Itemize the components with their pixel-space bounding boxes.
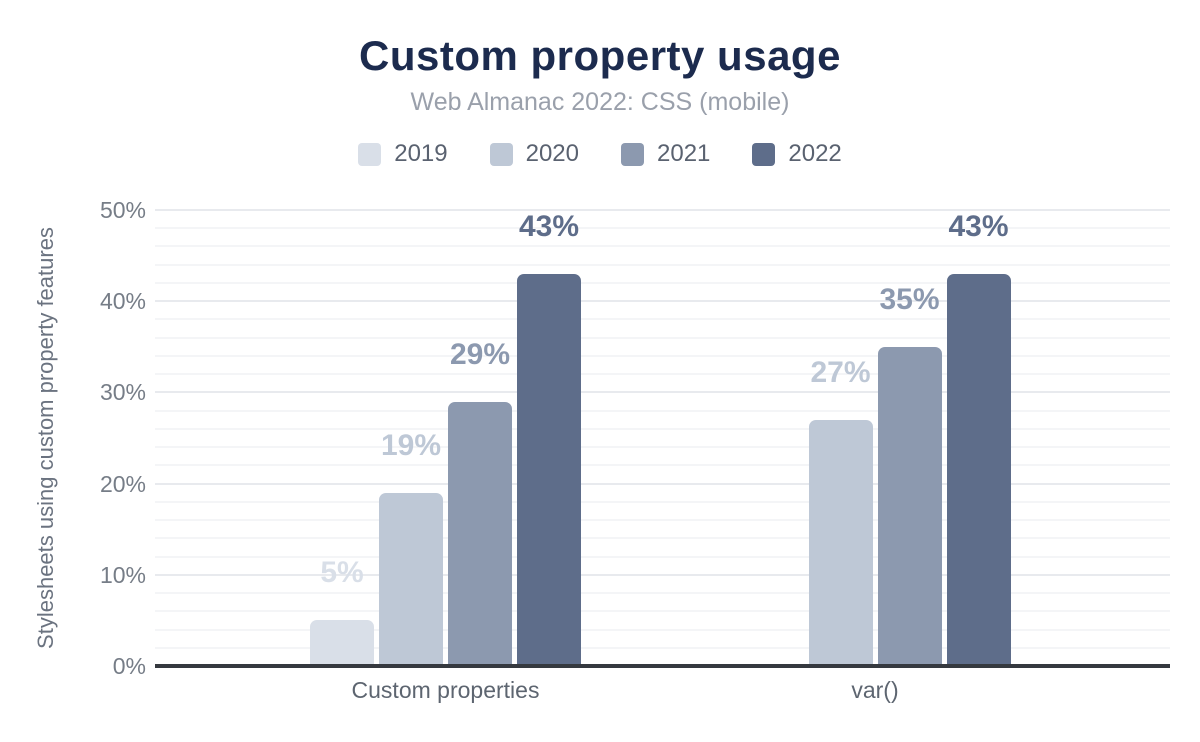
minor-gridline	[155, 227, 1170, 230]
minor-gridline	[155, 610, 1170, 613]
legend: 2019 2020 2021 2022	[0, 140, 1200, 168]
minor-gridline	[155, 336, 1170, 339]
bar-group-var: 27% 35% 43%	[740, 210, 1011, 666]
y-tick-label-0: 0%	[112, 653, 146, 679]
y-tick-label-50: 50%	[99, 197, 146, 223]
bar-value-label: 43%	[948, 209, 1009, 243]
legend-swatch	[752, 142, 776, 166]
minor-gridline	[155, 281, 1170, 284]
plot-area: 5% 19% 29% 43% 27% 35% 43%	[155, 209, 1170, 668]
bar-value-label: 35%	[879, 282, 940, 316]
bar-value-label: 43%	[518, 209, 580, 243]
bar-2022-var[interactable]	[946, 273, 1011, 666]
bar-2021-var[interactable]	[877, 346, 942, 666]
minor-gridline	[155, 446, 1170, 449]
legend-swatch	[489, 142, 513, 166]
minor-gridline	[155, 628, 1170, 631]
minor-gridline	[155, 500, 1170, 503]
y-tick-label-40: 40%	[99, 288, 146, 315]
bar-slot-2022: 43%	[517, 210, 581, 666]
legend-item-2020[interactable]: 2020	[489, 140, 579, 168]
y-tick-label-20: 20%	[99, 470, 146, 497]
minor-gridline	[155, 537, 1170, 540]
major-gridline	[155, 300, 1170, 303]
bar-2022-custom-properties[interactable]	[517, 273, 581, 666]
legend-item-2019[interactable]: 2019	[358, 140, 448, 168]
minor-gridline	[155, 318, 1170, 321]
legend-item-2022[interactable]: 2022	[752, 140, 842, 168]
minor-gridline	[155, 592, 1170, 595]
bar-slot-2019: 5%	[310, 556, 374, 666]
chart-subtitle: Web Almanac 2022: CSS (mobile)	[410, 88, 790, 116]
minor-gridline	[155, 245, 1170, 248]
bar-group-custom-properties: 5% 19% 29% 43%	[310, 210, 581, 666]
minor-gridline	[155, 354, 1170, 357]
bar-2019-custom-properties[interactable]	[310, 620, 374, 666]
x-axis-line	[155, 664, 1170, 668]
legend-swatch	[621, 142, 644, 166]
chart-title: Custom property usage	[359, 32, 841, 79]
bar-2021-custom-properties[interactable]	[448, 401, 512, 666]
minor-gridline	[155, 427, 1170, 430]
legend-item-2021[interactable]: 2021	[621, 140, 710, 168]
minor-gridline	[155, 555, 1170, 558]
bar-slot-2021: 29%	[448, 338, 512, 666]
bar-slot-2021: 35%	[877, 283, 942, 666]
x-category-label-custom-properties: Custom properties	[351, 677, 540, 703]
bar-slot-2020: 19%	[379, 429, 443, 666]
legend-label: 2019	[394, 140, 448, 167]
minor-gridline	[155, 373, 1170, 376]
legend-label: 2020	[525, 140, 579, 167]
bar-value-label: 29%	[449, 337, 511, 371]
y-tick-label-30: 30%	[99, 379, 146, 406]
bar-slot-2020: 27%	[808, 356, 873, 666]
major-gridline	[155, 482, 1170, 485]
major-gridline	[155, 391, 1170, 394]
minor-gridline	[155, 646, 1170, 649]
bar-value-label: 19%	[380, 428, 442, 462]
bar-2020-custom-properties[interactable]	[379, 492, 443, 666]
minor-gridline	[155, 409, 1170, 412]
bar-2020-var[interactable]	[808, 419, 873, 666]
major-gridline	[155, 573, 1170, 576]
bar-slot-2022: 43%	[946, 210, 1011, 666]
minor-gridline	[155, 519, 1170, 522]
y-tick-label-10: 10%	[99, 561, 146, 588]
minor-gridline	[155, 464, 1170, 467]
major-gridline	[155, 209, 1170, 211]
legend-label: 2022	[788, 140, 842, 167]
x-category-label-var: var()	[851, 677, 899, 703]
minor-gridline	[155, 263, 1170, 266]
legend-swatch	[358, 142, 382, 166]
legend-label: 2021	[657, 140, 711, 167]
bar-value-label: 5%	[320, 556, 364, 590]
bar-value-label: 27%	[810, 355, 871, 389]
